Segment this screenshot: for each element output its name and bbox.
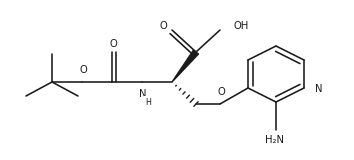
Text: O: O [217, 87, 225, 97]
Text: O: O [159, 21, 167, 31]
Text: H₂N: H₂N [266, 135, 285, 145]
Text: N: N [139, 89, 147, 99]
Text: O: O [79, 65, 87, 75]
Text: H: H [145, 97, 151, 107]
Text: O: O [109, 39, 117, 49]
Text: N: N [315, 84, 322, 94]
Polygon shape [172, 50, 199, 82]
Text: OH: OH [233, 21, 248, 31]
